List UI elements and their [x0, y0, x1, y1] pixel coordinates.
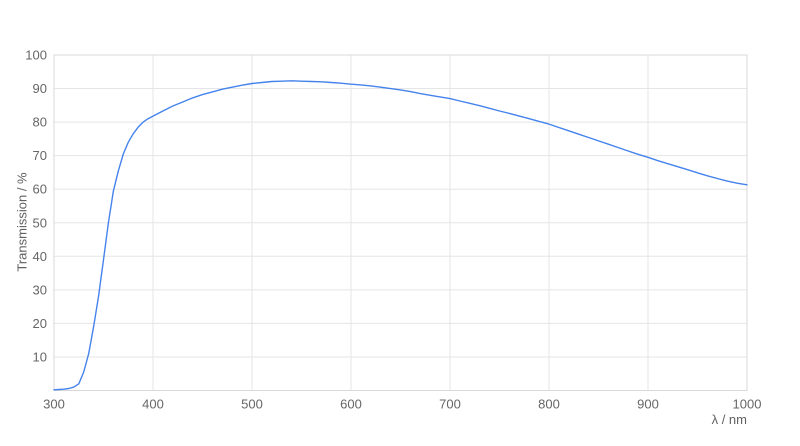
y-tick-label: 10 [33, 349, 47, 364]
y-tick-label: 100 [25, 48, 47, 63]
y-tick-label: 60 [33, 182, 47, 197]
transmission-curve [53, 80, 748, 391]
x-tick-label: 800 [538, 397, 560, 412]
x-tick-label: 1000 [733, 397, 762, 412]
plot-border [53, 54, 748, 391]
x-tick-label: 500 [241, 397, 263, 412]
y-tick-label: 90 [33, 81, 47, 96]
x-tick-label: 900 [637, 397, 659, 412]
x-tick-label: 600 [340, 397, 362, 412]
x-tick-label: 400 [142, 397, 164, 412]
x-tick-label: 700 [439, 397, 461, 412]
y-tick-label: 80 [33, 115, 47, 130]
y-tick-label: 20 [33, 316, 47, 331]
y-tick-label: 30 [33, 282, 47, 297]
y-tick-label: 40 [33, 249, 47, 264]
y-tick-label: 50 [33, 215, 47, 230]
y-tick-label: 70 [33, 148, 47, 163]
x-axis-title: λ / nm [711, 412, 747, 427]
x-tick-label: 300 [43, 397, 65, 412]
y-axis-title: Transmission / % [14, 172, 30, 272]
